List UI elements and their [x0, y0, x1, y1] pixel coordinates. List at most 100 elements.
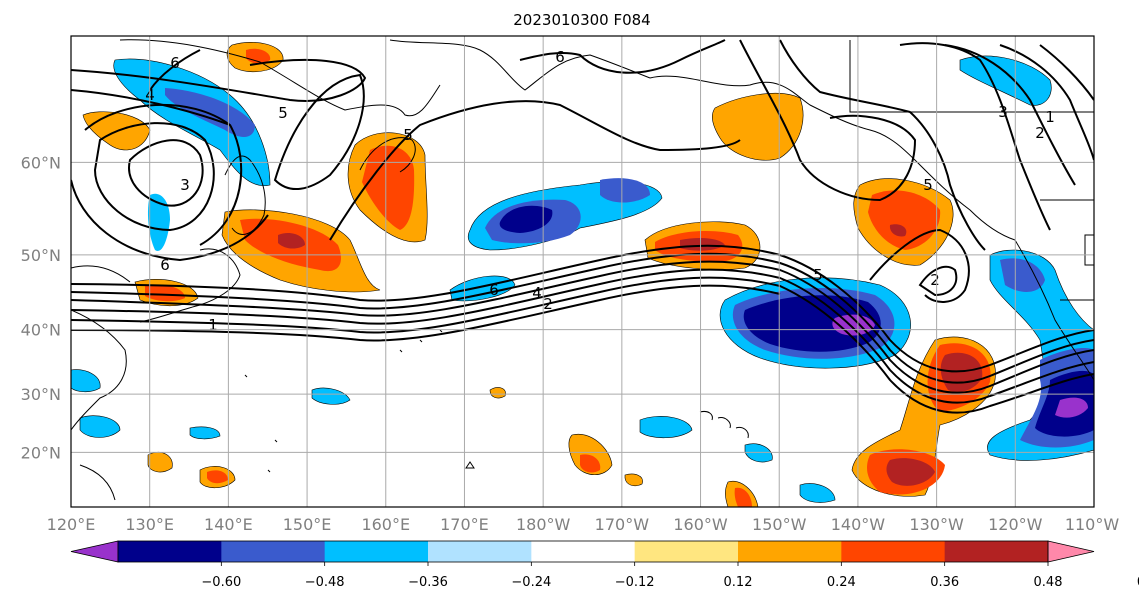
contour-17	[869, 228, 970, 303]
contour-18	[918, 265, 958, 297]
colorbar-segment	[428, 541, 532, 562]
contour-1	[71, 58, 367, 102]
colorbar-segment	[738, 541, 842, 562]
colorbar-tick-label: −0.60	[201, 575, 241, 590]
colorbar-segment	[944, 541, 1049, 562]
contour-lines	[71, 39, 1094, 414]
contour-16	[1039, 44, 1094, 101]
colorbar-tick-label: −0.12	[615, 575, 655, 590]
lon-tick-label: 160°E	[361, 515, 410, 534]
colorbar-frame	[117, 540, 1049, 563]
contour-label: 2	[543, 295, 553, 313]
coast-chukotka	[389, 39, 651, 91]
lon-tick-label: 130°W	[909, 515, 964, 534]
colorbar-tick-label: 0.12	[724, 575, 753, 590]
contour-3	[149, 49, 201, 91]
shade-small-blue-1	[639, 416, 693, 439]
contour-label: 3	[998, 103, 1008, 121]
shade-blob-japan-positive	[221, 209, 381, 293]
contour-9	[329, 100, 741, 241]
shade-small-positive-6	[624, 473, 643, 487]
colorbar-extend-low	[70, 540, 119, 563]
figure-title: 2023010300 F084	[513, 11, 650, 29]
coast-alaska	[649, 75, 1016, 241]
shade-small-blue-3	[189, 426, 221, 440]
contour-14	[944, 44, 1076, 186]
coast-japan	[139, 248, 241, 323]
contour-13	[899, 42, 1051, 231]
shade-small-positive-1	[568, 433, 613, 476]
colorbar-tick-label: −0.36	[408, 575, 448, 590]
shade-blob-s-japan-positive-core	[145, 284, 185, 302]
map-frame	[70, 35, 1095, 508]
lat-tick-label: 30°N	[21, 385, 61, 404]
contour-15	[999, 44, 1094, 161]
lon-tick-label: 140°W	[831, 515, 886, 534]
contour-label: 5	[923, 176, 933, 194]
contour-2	[71, 89, 231, 126]
lon-tick-label: 110°W	[1065, 515, 1120, 534]
coast-kamchatka	[359, 137, 416, 173]
colorbar-segment	[841, 541, 946, 562]
shade-small-blue-2	[79, 415, 121, 438]
coast-small-island	[465, 461, 475, 469]
colorbar: −0.60 −0.48 −0.36 −0.24 −0.12 0.12 0.24 0.36 0.4…	[70, 540, 1139, 590]
colorbar-tick-label: 0.60	[1137, 575, 1139, 590]
contour-7	[71, 179, 269, 262]
contour-label: 5	[403, 126, 413, 144]
shade-blob-nw-pacific-negative	[113, 58, 271, 251]
colorbar-tick-label: 0.24	[827, 575, 856, 590]
shade-small-blue-7	[71, 369, 101, 393]
contour-6	[84, 103, 243, 246]
longitude-tick-labels: 120°E 130°E 140°E 150°E 160°E 170°E 180°W 170°W…	[47, 515, 1120, 534]
coast-islets	[244, 329, 443, 473]
contour-label: 6	[160, 256, 170, 274]
lon-tick-label: 130°E	[125, 515, 174, 534]
contour-label: 5	[278, 104, 288, 122]
contour-label: 4	[532, 284, 542, 302]
coast-sakhalin	[224, 155, 266, 235]
map-panel: 64535661642552321	[71, 36, 1094, 507]
lon-tick-label: 160°W	[673, 515, 728, 534]
colorbar-tick-label: −0.24	[511, 575, 551, 590]
shade-small-blue-4	[311, 387, 351, 405]
gridlines	[71, 36, 1094, 507]
lon-tick-label: 170°W	[595, 515, 650, 534]
colorbar-segment	[634, 541, 739, 562]
lon-tick-label: 150°E	[283, 515, 332, 534]
shade-blob-east-negative	[987, 249, 1094, 461]
shade-small-blue-6	[799, 483, 836, 503]
contour-5	[93, 122, 215, 232]
shade-small-positive-5	[489, 387, 506, 399]
contour-10	[519, 39, 726, 74]
colorbar-tick-label: 0.48	[1034, 575, 1063, 590]
border-canada	[849, 40, 1094, 113]
colorbar-segment	[118, 541, 222, 562]
shade-blob-north-pacific-negative	[467, 178, 663, 251]
contour-label: 2	[930, 271, 940, 289]
colorbar-segment	[324, 541, 429, 562]
colorbar-tick-label: −0.48	[305, 575, 345, 590]
contour-label: 6	[555, 48, 565, 66]
contour-jet-1	[71, 244, 1094, 373]
contour-4	[128, 139, 204, 207]
shade-small-positive-4-core	[734, 487, 752, 507]
coast-philippines	[79, 464, 116, 501]
lon-tick-label: 150°W	[752, 515, 807, 534]
coast-china	[71, 309, 127, 431]
coast-korea	[71, 265, 131, 283]
lon-tick-label: 180°W	[516, 515, 571, 534]
contour-label: 5	[813, 266, 823, 284]
contour-label: 3	[180, 176, 190, 194]
coast-siberia	[119, 39, 441, 117]
contour-label: 1	[1045, 108, 1055, 126]
lon-tick-label: 140°E	[204, 515, 253, 534]
lon-tick-label: 170°E	[440, 515, 489, 534]
contour-12	[779, 39, 986, 251]
lon-tick-label: 120°W	[988, 515, 1043, 534]
latitude-tick-labels: 60°N 50°N 40°N 30°N 20°N	[21, 153, 61, 462]
contour-label: 2	[1035, 124, 1045, 142]
contour-label: 6	[489, 281, 499, 299]
lat-tick-label: 50°N	[21, 246, 61, 265]
